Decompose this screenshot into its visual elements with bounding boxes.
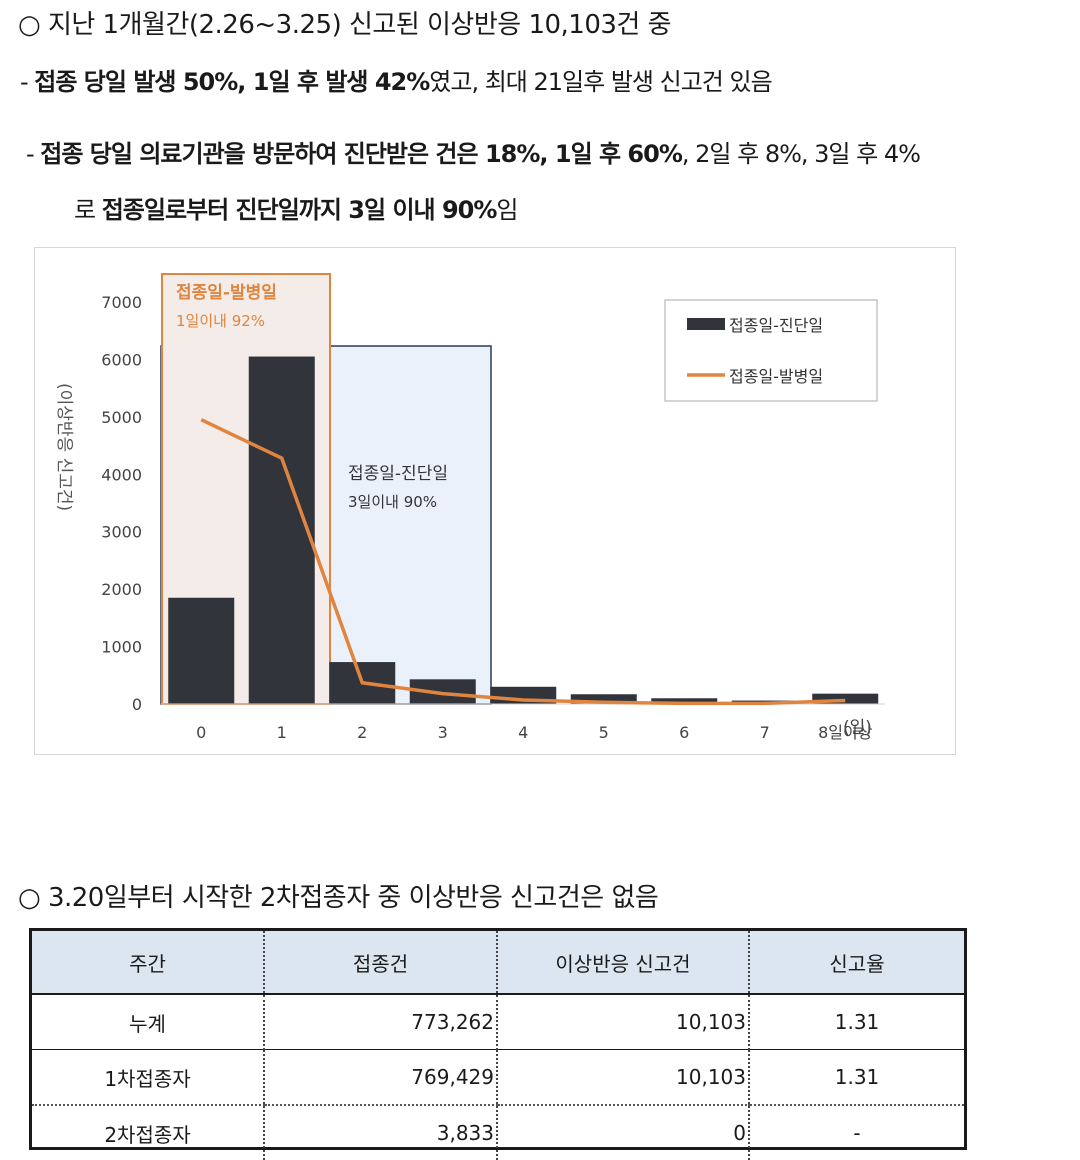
cell-rate: 1.31	[748, 1049, 964, 1106]
x-tick-label: 1	[277, 723, 287, 742]
diag-annotation-text: 3일이내 90%	[348, 493, 437, 511]
legend-bar-swatch	[687, 318, 725, 330]
y-axis-ticks: 0 1000 2000 3000 4000 5000 6000 7000	[101, 293, 142, 714]
legend: 접종일-진단일 접종일-발병일	[664, 299, 878, 402]
bar-6	[651, 698, 718, 704]
summary-line-1: ○ 지난 1개월간(2.26~3.25) 신고된 이상반응 10,103건 중	[18, 10, 672, 40]
header-week: 주간	[32, 931, 264, 995]
cell-label: 1차접종자	[32, 1049, 264, 1106]
y-axis-label: (이상반응 신고건)	[54, 383, 74, 511]
x-tick-label: 5	[599, 723, 609, 742]
x-tick-label: 6	[679, 723, 689, 742]
legend-label-diag: 접종일-진단일	[729, 316, 823, 335]
bar-0	[168, 597, 235, 704]
header-rate: 신고율	[748, 931, 964, 995]
x-tick-label: 4	[518, 723, 528, 742]
x-tick-label: 8일이상	[818, 723, 873, 742]
onset-line	[200, 418, 846, 706]
summary-line-2: - 접종 당일 발생 50%, 1일 후 발생 42%였고, 최대 21일후 발…	[20, 68, 773, 96]
header-vaccinations: 접종건	[263, 931, 497, 995]
cell-label: 누계	[32, 994, 264, 1050]
x-tick-label: 3	[438, 723, 448, 742]
y-tick-label: 2000	[101, 580, 142, 599]
bar-series	[168, 356, 879, 704]
bar-1	[248, 356, 315, 704]
cell-vaccinations: 769,429	[263, 1049, 497, 1106]
x-tick-label: 7	[760, 723, 770, 742]
cell-rate: -	[748, 1105, 964, 1160]
x-tick-label: 2	[357, 723, 367, 742]
summary-line-3: - 접종 당일 의료기관을 방문하여 진단받은 건은 18%, 1일 후 60%…	[26, 140, 921, 168]
x-axis-ticks: 0 1 2 3 4 5 6 7 8일이상	[196, 723, 873, 742]
cell-label: 2차접종자	[104, 1122, 191, 1147]
header-reports: 이상반응 신고건	[496, 931, 749, 995]
cell-rate: 1.31	[748, 994, 964, 1050]
table-row: 2차접종자 3,833 0 -	[32, 1105, 964, 1160]
bar-5	[570, 694, 637, 704]
y-tick-label: 6000	[101, 350, 142, 369]
section2-heading: ○ 3.20일부터 시작한 2차접종자 중 이상반응 신고건은 없음	[18, 883, 659, 913]
onset-annotation-title: 접종일-발병일	[176, 283, 277, 303]
y-tick-label: 3000	[101, 523, 142, 542]
table-row: 1차접종자 769,429 10,103 1.31	[32, 1049, 964, 1106]
onset-annotation-text: 1일이내 92%	[176, 312, 265, 330]
y-tick-label: 4000	[101, 465, 142, 484]
cell-reports: 0	[496, 1105, 749, 1160]
table-header-row: 주간 접종건 이상반응 신고건 신고율	[32, 931, 964, 995]
cell-vaccinations: 3,833	[263, 1105, 497, 1160]
x-tick-label: 0	[196, 723, 206, 742]
cell-vaccinations: 773,262	[263, 994, 497, 1050]
diag-annotation-title: 접종일-진단일	[348, 464, 448, 484]
legend-label-onset: 접종일-발병일	[729, 367, 823, 386]
x-unit-label: (일)	[843, 718, 872, 738]
y-tick-label: 1000	[101, 638, 142, 657]
bar-8	[812, 693, 879, 704]
cell-reports: 10,103	[496, 1049, 749, 1106]
legend-box	[664, 299, 878, 402]
y-tick-label: 7000	[101, 293, 142, 312]
chart-svg: 0 1000 2000 3000 4000 5000 6000 7000 0 1 2 3 4 5 6 7 8일…	[54, 273, 885, 742]
table-row: 누계 773,262 10,103 1.31	[32, 994, 964, 1050]
chart: 0 1000 2000 3000 4000 5000 6000 7000 0 1 2 3 4 5 6 7 8일…	[34, 247, 956, 755]
y-tick-label: 5000	[101, 408, 142, 427]
summary-line-4: 로 접종일로부터 진단일까지 3일 이내 90%임	[74, 196, 519, 224]
cell-reports: 10,103	[496, 994, 749, 1050]
stats-table: 주간 접종건 이상반응 신고건 신고율 누계 773,262 10,103 1.…	[29, 928, 967, 1160]
y-tick-label: 0	[132, 695, 142, 714]
